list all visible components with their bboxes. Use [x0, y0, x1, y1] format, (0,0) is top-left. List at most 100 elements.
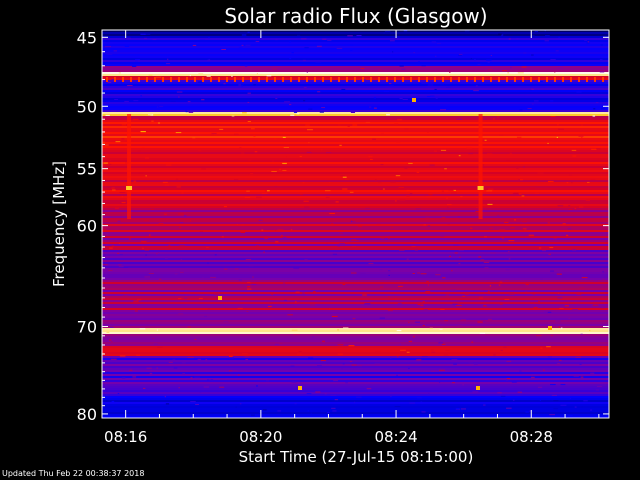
spectrogram-band [102, 96, 609, 98]
spectrogram-speckle [390, 357, 392, 359]
spectrogram-speckle [239, 403, 242, 405]
spectrogram-speckle [223, 268, 228, 270]
spectrogram-speckle [528, 234, 535, 236]
spectrogram-speckle [477, 63, 481, 65]
spectrogram-speckle [366, 388, 372, 390]
spectrogram-band [102, 368, 609, 370]
spectrogram-speckle [337, 329, 340, 331]
spectrogram-band [102, 106, 609, 108]
spectrogram-speckle [506, 378, 510, 380]
spectrogram-band [102, 284, 609, 286]
spectrogram-speckle [264, 190, 268, 192]
burst-mark [548, 326, 552, 330]
spectrogram-band [102, 344, 609, 346]
spectrogram-speckle [255, 245, 260, 247]
spectrogram-band [102, 170, 609, 172]
spectrogram-speckle [430, 95, 435, 97]
spectrogram-band [102, 100, 609, 102]
spectrogram-speckle [558, 128, 564, 130]
spectrogram-speckle [408, 367, 410, 369]
spectrogram-speckle [109, 163, 112, 165]
spectrogram-speckle [511, 381, 517, 383]
spectrogram-band [102, 44, 609, 46]
spectrogram-speckle [433, 250, 437, 252]
spectrogram-speckle [428, 194, 433, 196]
spectrogram-band [102, 348, 609, 350]
spectrogram-speckle [142, 387, 146, 389]
spectrogram-speckle [451, 192, 458, 194]
spectrogram-speckle [600, 238, 605, 240]
spectrogram-speckle [108, 247, 113, 249]
spectrogram-speckle [379, 269, 383, 271]
band-pulse [170, 77, 172, 82]
spectrogram-speckle [529, 410, 531, 412]
spectrogram-speckle [552, 353, 555, 355]
spectrogram-speckle [207, 379, 210, 381]
spectrogram-speckle [136, 354, 141, 356]
spectrogram-band [102, 298, 609, 300]
x-axis-label: Start Time (27-Jul-15 08:15:00) [239, 448, 474, 466]
spectrogram-speckle [244, 197, 251, 199]
spectrogram-speckle [173, 367, 178, 369]
spectrogram-speckle [503, 346, 507, 348]
spectrogram-speckle [590, 372, 595, 374]
spectrogram-speckle [126, 37, 132, 39]
spectrogram-speckle [298, 351, 302, 353]
band-pulse [562, 77, 564, 82]
spectrogram-speckle [453, 189, 457, 191]
spectrogram-speckle [397, 356, 399, 358]
spectrogram-band [102, 396, 609, 398]
burst-mark [298, 386, 302, 390]
spectrogram-speckle [550, 100, 554, 102]
spectrogram-speckle [521, 229, 525, 231]
spectrogram-speckle [506, 379, 509, 381]
spectrogram-band [102, 320, 609, 322]
spectrogram-band [102, 248, 609, 250]
spectrogram-band [102, 130, 609, 132]
band-pulse [242, 77, 244, 82]
spectrogram-speckle [229, 355, 233, 357]
spectrogram-speckle [228, 370, 234, 372]
spectrogram-speckle [326, 152, 332, 154]
spectrogram-band [102, 132, 609, 134]
spectrogram-speckle [274, 186, 277, 188]
spectrogram-speckle [210, 276, 217, 278]
spectrogram-band [102, 162, 609, 164]
spectrogram-band [102, 322, 609, 324]
spectrogram-band [102, 228, 609, 230]
spectrogram-speckle [179, 222, 184, 224]
spectrogram-speckle [176, 186, 181, 188]
spectrogram-speckle [589, 330, 591, 332]
spectrogram-speckle [205, 247, 209, 249]
spectrogram-speckle [117, 252, 120, 254]
spectrogram-speckle [106, 54, 113, 56]
band-pulse [522, 77, 524, 82]
spectrogram-speckle [445, 294, 450, 296]
spectrogram-speckle [347, 125, 350, 127]
spectrogram-speckle [112, 189, 116, 191]
spectrogram-speckle [422, 324, 425, 326]
spectrogram-speckle [390, 181, 396, 183]
spectrogram-speckle [351, 246, 357, 248]
spectrogram-speckle [119, 254, 123, 256]
spectrogram-speckle [309, 304, 316, 306]
spectrogram-speckle [529, 89, 533, 91]
spectrogram-band [102, 120, 609, 122]
spectrogram-speckle [417, 272, 420, 274]
spectrogram-band [102, 254, 609, 256]
spectrogram-speckle [581, 136, 583, 138]
spectrogram-speckle [295, 291, 300, 293]
band-pulse [370, 77, 372, 82]
spectrogram-band [102, 202, 609, 204]
spectrogram-speckle [478, 297, 484, 299]
spectrogram-band [102, 290, 609, 292]
spectrogram-speckle [177, 297, 182, 299]
spectrogram-speckle [162, 311, 167, 313]
spectrogram-speckle [499, 281, 503, 283]
spectrogram-speckle [480, 259, 485, 261]
spectrogram-speckle [365, 121, 371, 123]
spectrogram-speckle [572, 249, 577, 251]
spectrogram-speckle [349, 44, 354, 46]
spectrogram-speckle [318, 124, 323, 126]
spectrogram-speckle [510, 227, 515, 229]
